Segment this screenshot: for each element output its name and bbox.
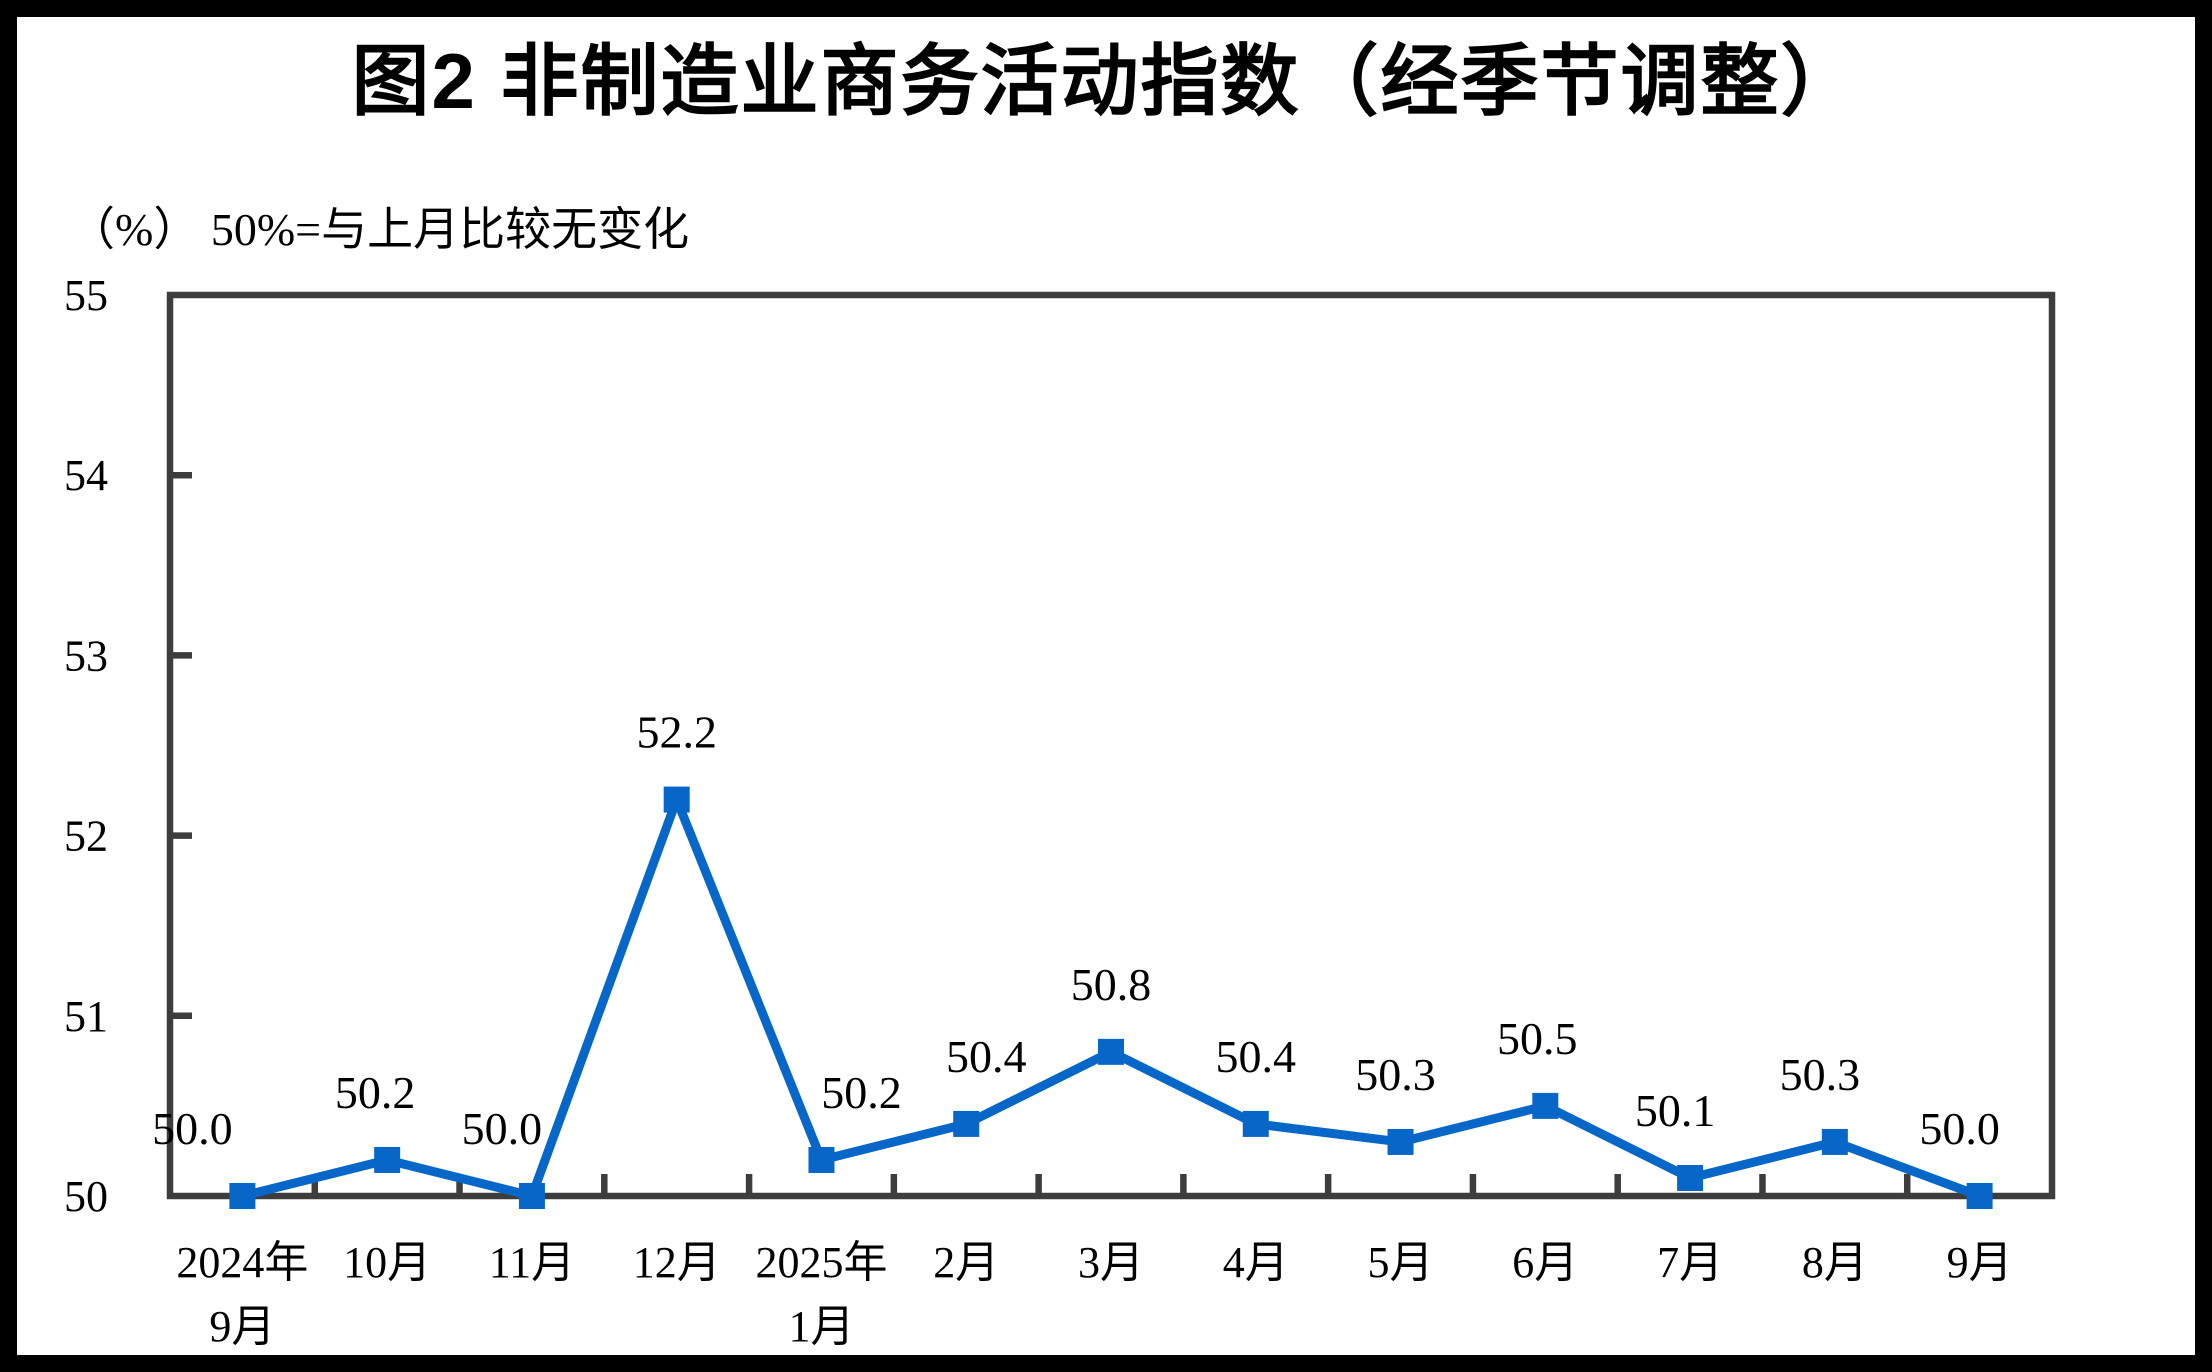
data-point-label: 50.5 <box>1497 1013 1578 1064</box>
y-axis-tick-label: 52 <box>64 812 108 861</box>
data-point-marker <box>1966 1183 1993 1209</box>
y-axis-tick-label: 51 <box>64 992 108 1041</box>
data-point-marker <box>1677 1164 1704 1191</box>
data-point-label: 52.2 <box>636 707 717 758</box>
data-point-label: 50.2 <box>821 1067 902 1118</box>
x-axis-category-label: 3月 <box>1078 1238 1144 1287</box>
data-point-marker <box>374 1146 401 1173</box>
data-point-label: 50.8 <box>1071 959 1152 1010</box>
x-axis-category-label: 12月 <box>633 1238 721 1287</box>
x-axis-category-label: 2024年 <box>176 1238 308 1287</box>
x-axis-category-label: 8月 <box>1802 1238 1868 1287</box>
data-point-label: 50.3 <box>1780 1049 1861 1100</box>
data-point-marker <box>1821 1128 1848 1155</box>
x-axis-category-label: 2月 <box>933 1238 999 1287</box>
line-chart: 50 51 52 53 54 55 2024年 9月 10月 11月 12月 2025年 1月 2月 3月 4… <box>64 271 2056 1351</box>
x-axis-category-label: 9月 <box>1947 1238 2013 1287</box>
data-point-label: 50.0 <box>152 1103 233 1154</box>
data-point-label: 50.4 <box>946 1031 1027 1082</box>
x-axis-category-label: 9月 <box>209 1302 275 1351</box>
x-axis-category-label: 11月 <box>489 1238 575 1287</box>
x-axis-category-label: 4月 <box>1223 1238 1289 1287</box>
data-point-label: 50.4 <box>1216 1031 1297 1082</box>
x-axis-category-label: 6月 <box>1512 1238 1578 1287</box>
data-point-marker <box>808 1146 835 1173</box>
data-point-marker <box>1387 1128 1414 1155</box>
data-point-marker <box>1242 1110 1269 1137</box>
data-point-marker <box>518 1183 545 1209</box>
data-point-marker <box>229 1183 256 1209</box>
data-point-marker <box>1098 1038 1124 1065</box>
chart-title: 图2 非制造业商务活动指数（经季节调整） <box>351 37 1861 125</box>
page: 图2 非制造业商务活动指数（经季节调整） （%） 50%=与上月比较无变化 50… <box>17 17 2195 1355</box>
data-point-label: 50.0 <box>1919 1103 2000 1154</box>
data-point-marker <box>953 1110 980 1137</box>
data-point-marker <box>663 786 690 813</box>
x-axis-category-label: 1月 <box>788 1302 854 1351</box>
x-axis-category-label: 2025年 <box>755 1238 887 1287</box>
plot-border <box>166 291 2056 1200</box>
y-axis-tick-label: 55 <box>64 271 108 320</box>
data-point-marker <box>1532 1092 1559 1119</box>
x-axis-category-label: 5月 <box>1368 1238 1434 1287</box>
y-axis-tick-label: 53 <box>64 631 108 680</box>
y-axis-unit-note: （%） 50%=与上月比较无变化 <box>69 204 690 255</box>
data-point-label: 50.3 <box>1355 1049 1436 1100</box>
data-point-label: 50.2 <box>335 1067 416 1118</box>
data-point-label: 50.1 <box>1635 1085 1716 1136</box>
y-axis-tick-label: 50 <box>64 1172 108 1221</box>
x-axis-category-label: 7月 <box>1657 1238 1723 1287</box>
x-axis-category-label: 10月 <box>343 1238 431 1287</box>
y-axis-tick-label: 54 <box>64 451 108 500</box>
data-point-label: 50.0 <box>462 1103 543 1154</box>
